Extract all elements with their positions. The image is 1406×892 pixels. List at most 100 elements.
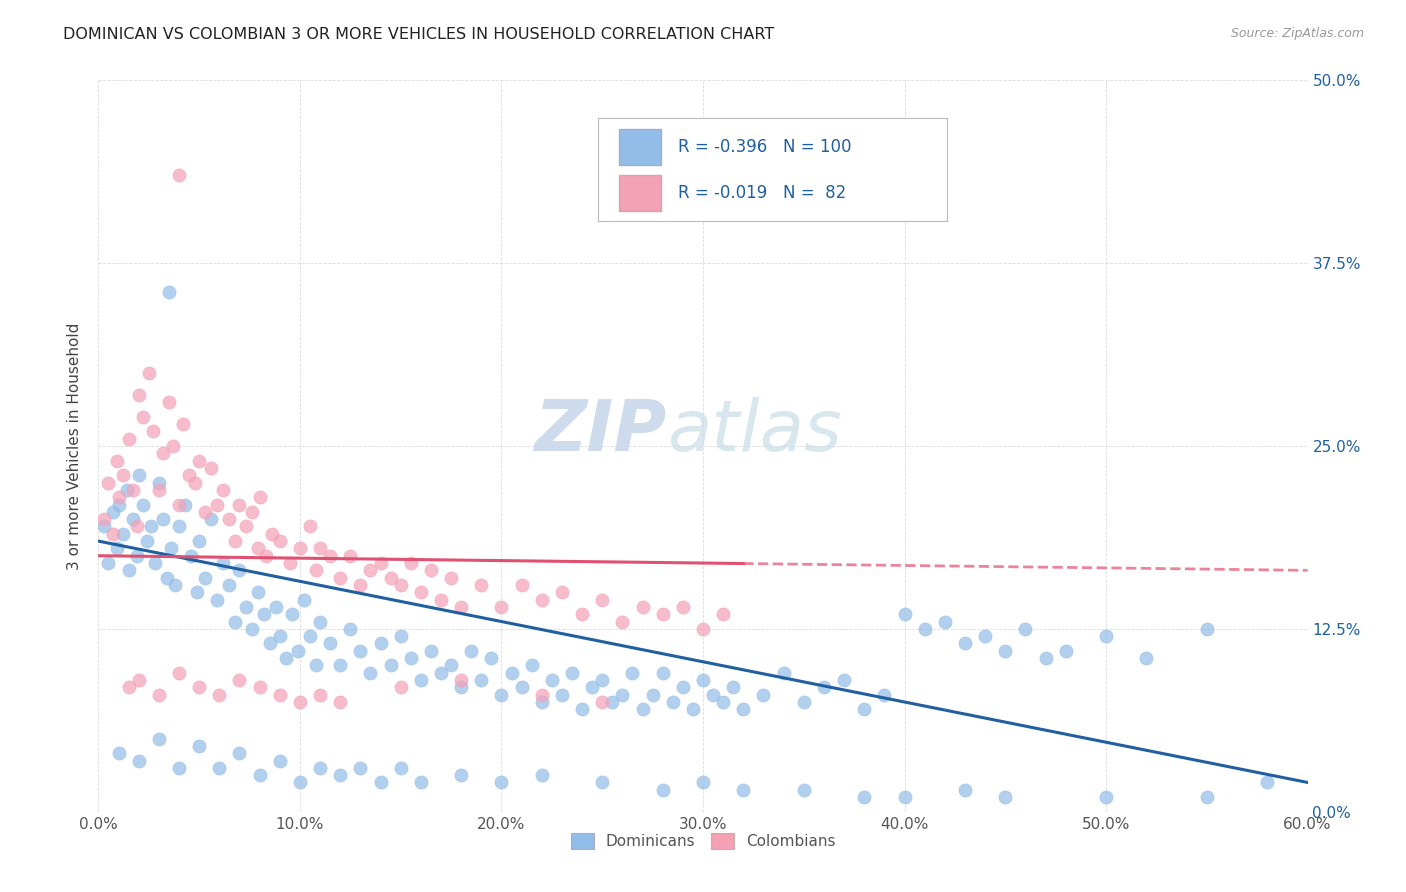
Point: [309, 688, 332, 702]
Point: [148, 731, 170, 746]
Point: [1256, 775, 1278, 789]
Point: [974, 629, 997, 643]
Point: [430, 665, 453, 680]
Point: [370, 556, 392, 570]
Point: [551, 585, 574, 599]
Point: [470, 673, 492, 687]
Point: [167, 498, 190, 512]
Point: [132, 409, 155, 424]
Point: [389, 629, 412, 643]
Point: [832, 673, 855, 687]
Point: [682, 702, 704, 716]
Point: [224, 615, 246, 629]
Point: [194, 505, 217, 519]
Point: [157, 395, 180, 409]
Point: [319, 549, 342, 563]
Point: [752, 688, 775, 702]
Point: [97, 475, 120, 490]
Point: [305, 563, 328, 577]
Point: [893, 790, 915, 805]
Point: [1014, 622, 1036, 636]
Point: [711, 695, 734, 709]
Point: [299, 629, 322, 643]
FancyBboxPatch shape: [619, 128, 661, 164]
Point: [228, 673, 250, 687]
Text: ZIP: ZIP: [534, 397, 666, 466]
Point: [349, 761, 371, 775]
Point: [240, 505, 263, 519]
Point: [105, 541, 128, 556]
Point: [269, 688, 291, 702]
Point: [200, 512, 222, 526]
Point: [138, 366, 160, 380]
Point: [292, 592, 315, 607]
Point: [264, 599, 287, 614]
Point: [207, 592, 229, 607]
Point: [510, 578, 533, 592]
Point: [212, 556, 235, 570]
Point: [339, 549, 361, 563]
Point: [143, 556, 166, 570]
Point: [274, 651, 297, 665]
Point: [101, 505, 124, 519]
Point: [672, 599, 695, 614]
Point: [160, 541, 183, 556]
Point: [309, 541, 332, 556]
Point: [93, 519, 115, 533]
Point: [621, 665, 644, 680]
Point: [118, 563, 141, 577]
Point: [167, 519, 190, 533]
Point: [651, 665, 673, 680]
Point: [118, 432, 141, 446]
Point: [111, 468, 134, 483]
Point: [491, 775, 513, 789]
Point: [97, 556, 120, 570]
Point: [450, 768, 472, 782]
Point: [194, 571, 217, 585]
Point: [179, 468, 201, 483]
Point: [163, 578, 186, 592]
Point: [520, 658, 543, 673]
Point: [288, 775, 311, 789]
Point: [591, 592, 613, 607]
Point: [93, 512, 115, 526]
Point: [167, 761, 190, 775]
Point: [893, 607, 915, 622]
Point: [172, 417, 194, 431]
Point: [380, 658, 402, 673]
Point: [288, 541, 311, 556]
Point: [723, 681, 745, 695]
Point: [450, 673, 472, 687]
Point: [631, 702, 654, 716]
Point: [288, 695, 311, 709]
Text: R = -0.396   N = 100: R = -0.396 N = 100: [679, 137, 852, 155]
Point: [128, 673, 150, 687]
Point: [380, 571, 402, 585]
Point: [914, 622, 936, 636]
Point: [1095, 629, 1118, 643]
Point: [319, 636, 342, 650]
Point: [389, 761, 412, 775]
Point: [218, 512, 240, 526]
Point: [107, 746, 129, 760]
Point: [692, 775, 714, 789]
Point: [953, 636, 976, 650]
Point: [399, 651, 422, 665]
Text: R = -0.019   N =  82: R = -0.019 N = 82: [679, 184, 846, 202]
Point: [853, 790, 876, 805]
Point: [228, 746, 250, 760]
Point: [125, 549, 148, 563]
Point: [287, 644, 309, 658]
Point: [142, 425, 165, 439]
Point: [360, 665, 382, 680]
Point: [540, 673, 562, 687]
Text: atlas: atlas: [666, 397, 841, 466]
Point: [491, 688, 513, 702]
Point: [167, 169, 190, 183]
Point: [581, 681, 603, 695]
Point: [162, 439, 184, 453]
FancyBboxPatch shape: [619, 175, 661, 211]
Point: [299, 519, 322, 533]
Point: [440, 658, 463, 673]
Point: [128, 754, 150, 768]
